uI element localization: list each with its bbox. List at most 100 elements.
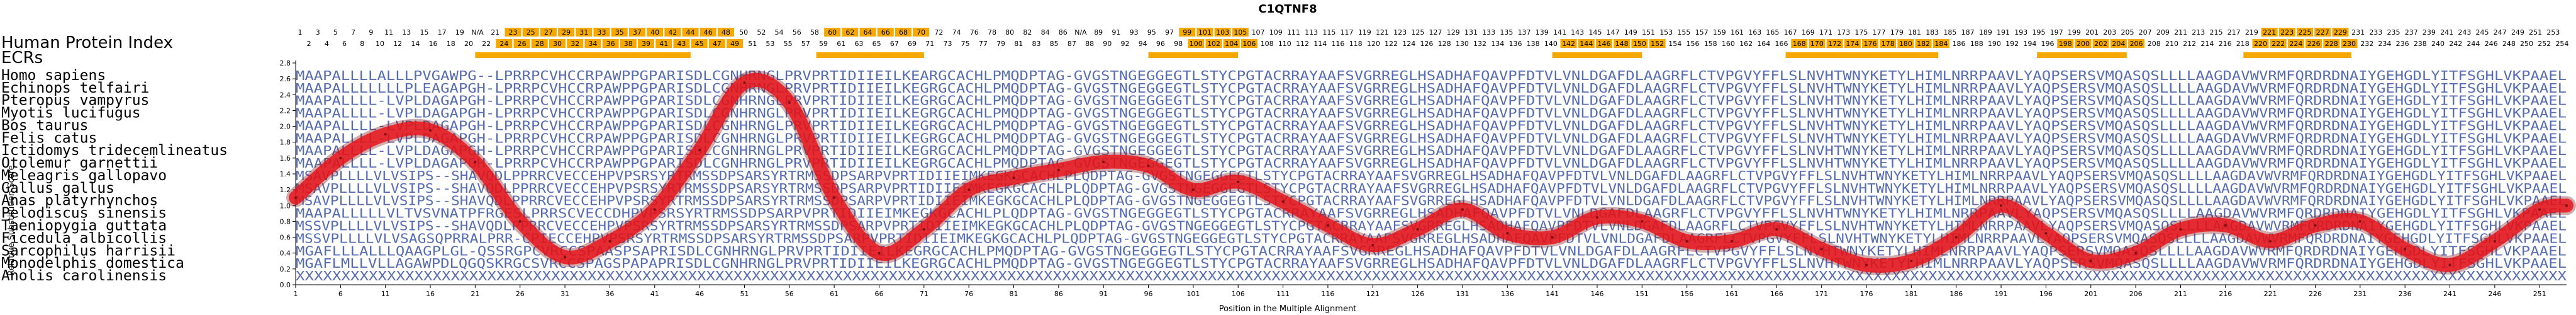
y-tick-label: 2.0 xyxy=(280,123,291,131)
hpi-label: 254 xyxy=(2555,40,2568,48)
hpi-label: 19 xyxy=(455,28,464,37)
hpi-label: 232 xyxy=(2360,40,2373,48)
hpi-highlight xyxy=(567,39,584,48)
hpi-label: 173 xyxy=(1837,28,1850,37)
hpi-label: 16 xyxy=(429,40,438,48)
hpi-highlight xyxy=(1560,39,1577,48)
hpi-highlight xyxy=(1214,28,1231,37)
hpi-highlight xyxy=(1188,39,1205,48)
x-tick-label: 111 xyxy=(1276,290,1290,298)
hpi-label: 133 xyxy=(1482,28,1495,37)
x-tick-label: 121 xyxy=(1366,290,1380,298)
x-tick-label: 231 xyxy=(2353,290,2367,298)
species-label: Homo sapiens xyxy=(1,67,106,84)
hpi-label: 33 xyxy=(598,28,606,37)
hpi-label: 180 xyxy=(1899,40,1912,48)
x-tick-label: 51 xyxy=(740,290,749,298)
hpi-highlight xyxy=(1880,39,1897,48)
hpi-label: 209 xyxy=(2156,28,2170,37)
hpi-label: 155 xyxy=(1677,28,1690,37)
species-label: Pteropus vampyrus xyxy=(1,93,149,109)
hpi-label: 85 xyxy=(1050,40,1059,48)
hpi-label: 186 xyxy=(1953,40,1966,48)
hpi-label: 121 xyxy=(1376,28,1389,37)
alignment-block: MAAPALLLLALLLPVGAWPG--LPRRPCVHCCRPAWPPGP… xyxy=(296,68,2567,284)
hpi-label: 242 xyxy=(2449,40,2462,48)
hpi-label: 250 xyxy=(2520,40,2533,48)
data-point xyxy=(1461,208,1464,211)
hpi-label: 51 xyxy=(748,40,757,48)
hpi-highlight xyxy=(877,28,894,37)
hpi-label: 216 xyxy=(2219,40,2232,48)
hpi-label: 4 xyxy=(325,40,329,48)
hpi-highlight xyxy=(522,28,539,37)
data-point xyxy=(1865,263,1868,266)
data-point xyxy=(2538,208,2541,211)
hpi-highlight xyxy=(2128,39,2145,48)
data-point xyxy=(384,133,387,136)
hpi-label: 253 xyxy=(2546,28,2560,37)
hpi-label: 139 xyxy=(1536,28,1549,37)
hpi-label: 107 xyxy=(1252,28,1265,37)
data-point xyxy=(2493,239,2496,243)
hpi-label: 163 xyxy=(1748,28,1761,37)
hpi-label: 237 xyxy=(2405,28,2418,37)
hpi-label: 110 xyxy=(1278,40,1291,48)
hpi-label: 161 xyxy=(1731,28,1744,37)
hpi-label: 97 xyxy=(1165,28,1174,37)
x-tick-label: 181 xyxy=(1905,290,1918,298)
hpi-label: 22 xyxy=(482,40,491,48)
hpi-highlight xyxy=(2278,28,2295,37)
hpi-label: 41 xyxy=(659,40,668,48)
hpi-highlight xyxy=(682,28,699,37)
data-point xyxy=(1371,244,1374,247)
hpi-label: 205 xyxy=(2121,28,2134,37)
data-point xyxy=(1281,200,1285,203)
hpi-label: 120 xyxy=(1367,40,1380,48)
y-axis-label: Relative Substitution Score xyxy=(7,165,16,276)
axes: 0.0 0.2 0.4 0.6 0.8 1.0 1.2 1.4 1.6 1.8 2.0 2.2 2.4 2… xyxy=(280,59,2567,298)
y-tick-label: 0.8 xyxy=(280,217,291,226)
hpi-label: 62 xyxy=(845,28,854,37)
hpi-label: 78 xyxy=(988,28,996,37)
data-point xyxy=(1910,260,1913,263)
y-tick-label: 2.6 xyxy=(280,75,291,83)
hpi-label: 10 xyxy=(376,40,384,48)
hpi-label: 87 xyxy=(1068,40,1076,48)
hpi-label: 143 xyxy=(1571,28,1584,37)
hpi-highlight xyxy=(1897,39,1914,48)
sequence-row: MAAPALLLLALLLPVGAWPG--LPRRPCVHCCRPAWPPGP… xyxy=(296,68,2567,83)
hpi-label: 43 xyxy=(677,40,686,48)
hpi-label: 177 xyxy=(1873,28,1886,37)
hpi-label: 124 xyxy=(1402,40,1415,48)
species-label: Bos taurus xyxy=(1,117,88,134)
hpi-label: 18 xyxy=(447,40,455,48)
data-point xyxy=(2224,224,2227,227)
x-tick-label: 191 xyxy=(1995,290,2008,298)
hpi-label: 122 xyxy=(1385,40,1398,48)
hpi-label: 54 xyxy=(775,28,784,37)
x-tick-label: 251 xyxy=(2533,290,2546,298)
hpi-label: 146 xyxy=(1597,40,1610,48)
hpi-label: 57 xyxy=(801,40,810,48)
hpi-label: 199 xyxy=(2068,28,2081,37)
hpi-label: 132 xyxy=(1473,40,1486,48)
hpi-label: 142 xyxy=(1562,40,1575,48)
hpi-label: 217 xyxy=(2228,28,2241,37)
hpi-label: 183 xyxy=(1926,28,1939,37)
species-label: Echinops telfairi xyxy=(1,80,149,96)
hpi-label: 215 xyxy=(2209,28,2222,37)
x-tick-label: 236 xyxy=(2399,290,2412,298)
data-point xyxy=(2314,224,2317,227)
hpi-label: 64 xyxy=(864,28,873,37)
data-point xyxy=(429,129,432,132)
hpi-highlight xyxy=(2341,39,2358,48)
hpi-label: 151 xyxy=(1642,28,1655,37)
hpi-label: 233 xyxy=(2369,28,2382,37)
sequence-row: MAAPALLLLLLLPLEAGAPGH-LPRRPCVHCCRPAWPPGP… xyxy=(296,81,2567,96)
ecr-bar xyxy=(816,52,924,58)
y-tick-label: 2.2 xyxy=(280,106,291,115)
hpi-highlight xyxy=(602,39,619,48)
x-tick-label: 216 xyxy=(2219,290,2232,298)
